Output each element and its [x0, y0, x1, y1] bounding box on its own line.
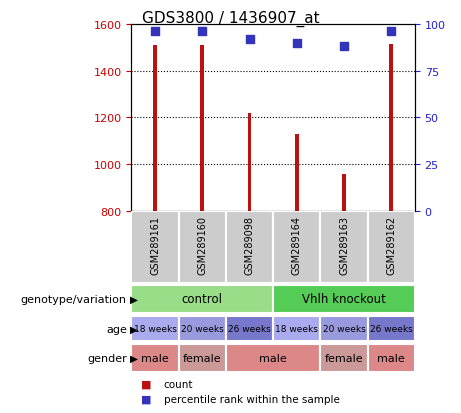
Bar [320, 344, 367, 372]
Bar [153, 46, 157, 211]
Point [199, 29, 206, 36]
Bar [226, 316, 273, 342]
Bar [368, 344, 415, 372]
Text: control: control [182, 293, 223, 306]
Text: female: female [183, 353, 222, 363]
Bar [368, 211, 415, 284]
Bar [368, 316, 415, 342]
Text: GSM289162: GSM289162 [386, 215, 396, 274]
Point [151, 29, 159, 36]
Bar [273, 211, 320, 284]
Text: male: male [259, 353, 287, 363]
Bar [131, 211, 178, 284]
Bar [131, 285, 273, 313]
Bar [295, 135, 299, 211]
Bar [131, 316, 178, 342]
Bar [342, 174, 346, 211]
Text: ▶: ▶ [130, 294, 138, 304]
Bar [390, 45, 393, 211]
Text: 26 weeks: 26 weeks [370, 324, 413, 333]
Text: 18 weeks: 18 weeks [275, 324, 318, 333]
Text: ■: ■ [141, 394, 151, 404]
Point [340, 44, 348, 50]
Bar [273, 285, 415, 313]
Text: female: female [325, 353, 363, 363]
Text: male: male [378, 353, 405, 363]
Text: percentile rank within the sample: percentile rank within the sample [164, 394, 340, 404]
Point [293, 40, 301, 47]
Text: 26 weeks: 26 weeks [228, 324, 271, 333]
Text: GDS3800 / 1436907_at: GDS3800 / 1436907_at [142, 10, 319, 26]
Text: 18 weeks: 18 weeks [134, 324, 177, 333]
Bar [248, 114, 251, 211]
Text: GSM289164: GSM289164 [292, 215, 302, 274]
Bar [320, 316, 367, 342]
Point [388, 29, 395, 36]
Bar [131, 344, 178, 372]
Text: count: count [164, 379, 193, 389]
Text: male: male [141, 353, 169, 363]
Text: gender: gender [87, 353, 127, 363]
Bar [226, 211, 273, 284]
Bar [226, 344, 320, 372]
Text: GSM289098: GSM289098 [244, 215, 254, 274]
Text: GSM289161: GSM289161 [150, 215, 160, 274]
Text: genotype/variation: genotype/variation [21, 294, 127, 304]
Bar [320, 211, 367, 284]
Text: 20 weeks: 20 weeks [181, 324, 224, 333]
Bar [178, 344, 226, 372]
Text: GSM289163: GSM289163 [339, 215, 349, 274]
Bar [178, 316, 226, 342]
Text: ■: ■ [141, 379, 151, 389]
Bar [178, 211, 226, 284]
Text: age: age [106, 324, 127, 334]
Bar [273, 316, 320, 342]
Text: 20 weeks: 20 weeks [323, 324, 366, 333]
Text: ▶: ▶ [130, 324, 138, 334]
Point [246, 36, 253, 43]
Text: Vhlh knockout: Vhlh knockout [302, 293, 386, 306]
Bar [201, 46, 204, 211]
Text: ▶: ▶ [130, 353, 138, 363]
Text: GSM289160: GSM289160 [197, 215, 207, 274]
